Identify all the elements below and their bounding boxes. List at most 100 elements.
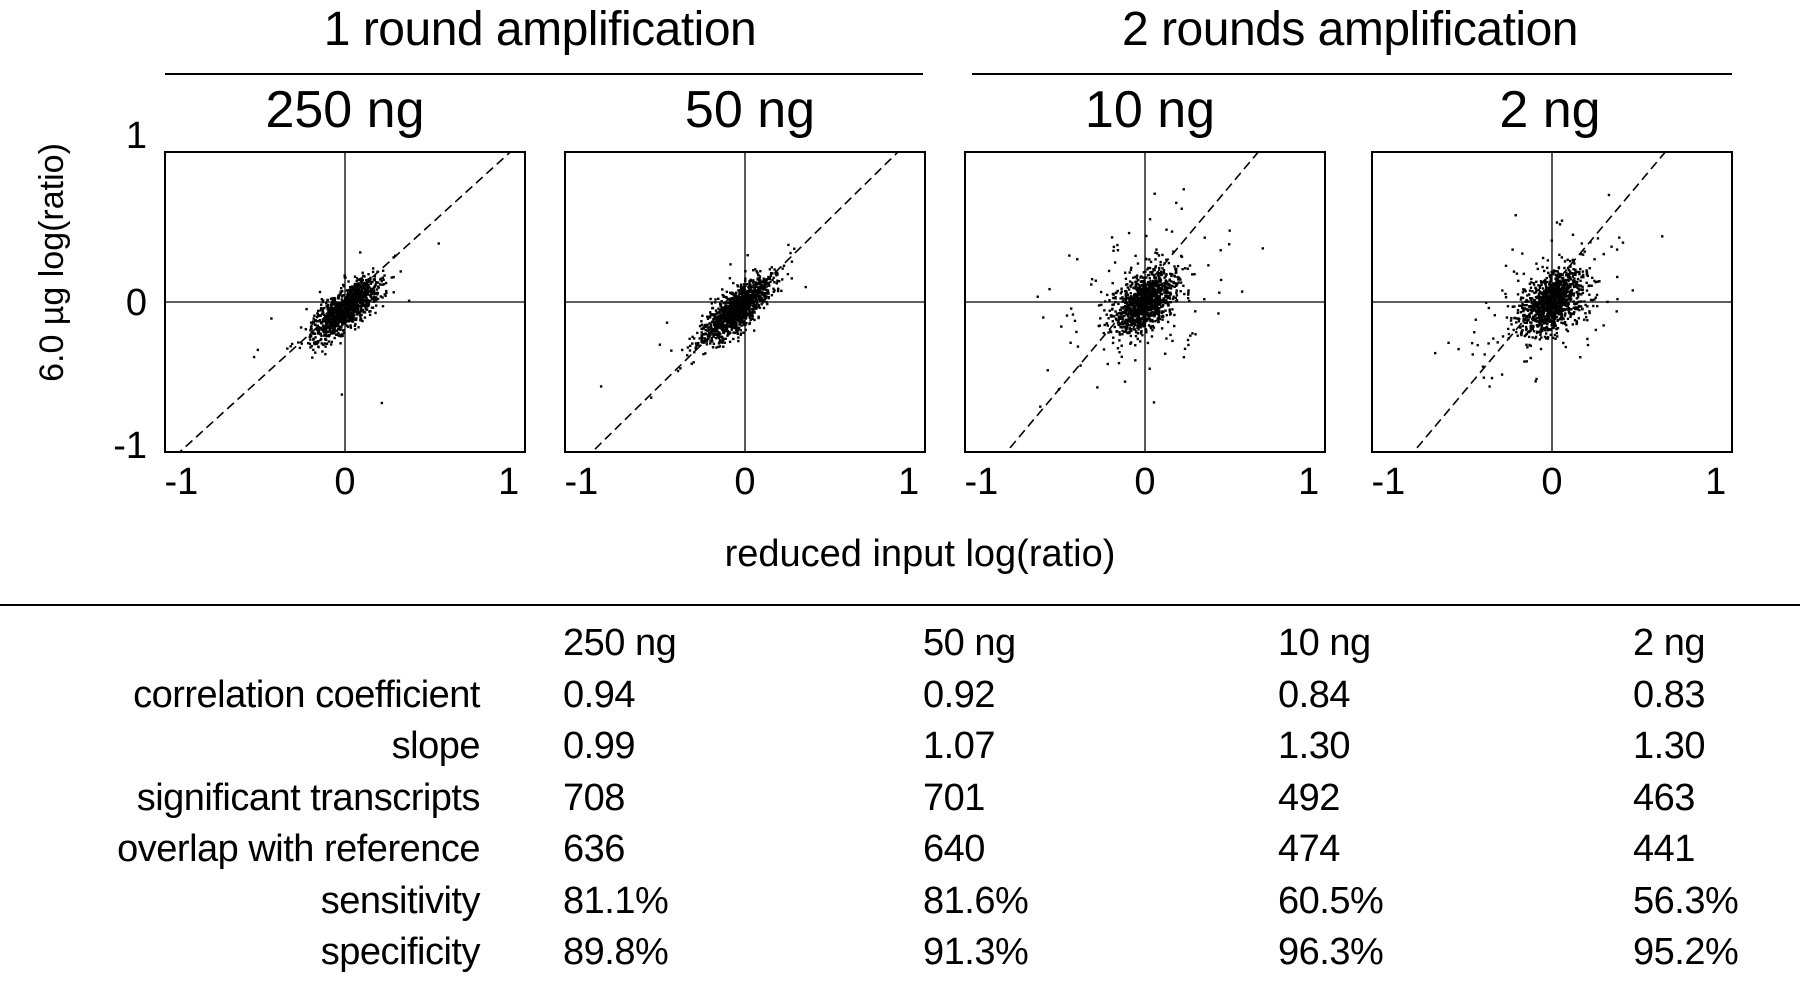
data-point	[710, 328, 713, 331]
data-point	[722, 301, 725, 305]
table-cell: 492	[1278, 776, 1340, 819]
data-point	[1585, 289, 1589, 292]
data-point	[1169, 300, 1173, 304]
data-point	[347, 280, 350, 283]
data-point	[733, 296, 736, 300]
data-point	[1144, 302, 1148, 305]
data-point	[1522, 309, 1525, 313]
data-point	[334, 306, 338, 309]
data-point	[1163, 300, 1166, 303]
data-point	[1118, 333, 1121, 336]
data-point	[751, 285, 754, 288]
data-point	[1562, 281, 1566, 285]
data-point	[1516, 334, 1519, 337]
data-point	[738, 293, 741, 296]
data-point	[717, 297, 720, 300]
data-point	[359, 316, 362, 319]
data-point	[1541, 265, 1544, 269]
data-point	[351, 312, 355, 315]
data-point	[1517, 320, 1521, 323]
data-point	[1156, 300, 1160, 304]
data-point	[1538, 306, 1542, 309]
data-point	[322, 343, 325, 346]
table-cell: 89.8%	[563, 931, 669, 974]
data-point	[1661, 235, 1664, 238]
data-point	[335, 329, 338, 332]
data-point	[1513, 305, 1516, 308]
data-point	[1522, 318, 1526, 321]
data-point	[1586, 343, 1590, 347]
data-point	[1523, 315, 1526, 318]
table-header-cell: 250 ng	[563, 622, 677, 665]
data-point	[338, 325, 341, 328]
data-point	[1182, 284, 1185, 288]
data-point	[320, 312, 324, 315]
data-point	[1523, 304, 1526, 307]
fit-line	[1412, 152, 1667, 452]
data-point	[740, 290, 744, 293]
data-point	[306, 341, 310, 345]
data-point	[1551, 311, 1554, 315]
data-point	[1129, 300, 1132, 303]
data-point	[1162, 310, 1165, 314]
data-point	[1543, 329, 1547, 332]
data-point	[1183, 292, 1186, 296]
data-point	[1568, 276, 1572, 279]
table-cell: 81.1%	[563, 879, 669, 922]
data-point	[316, 313, 320, 316]
data-point	[334, 317, 337, 321]
data-point	[352, 294, 356, 298]
data-point	[390, 276, 393, 279]
data-point	[1156, 311, 1159, 314]
data-point	[1585, 281, 1588, 284]
data-point	[1142, 271, 1146, 274]
data-point	[1544, 284, 1548, 287]
data-point	[1531, 315, 1535, 318]
x-tick-label: 0	[734, 461, 755, 503]
x-tick-label: -1	[1371, 461, 1405, 503]
data-point	[729, 331, 732, 334]
data-point	[702, 339, 705, 343]
data-point	[735, 300, 739, 304]
data-point	[743, 303, 746, 306]
data-point	[1171, 308, 1174, 311]
data-point	[1161, 267, 1164, 270]
data-point	[1470, 341, 1474, 345]
data-point	[1154, 283, 1158, 286]
data-point	[324, 330, 327, 333]
data-point	[330, 317, 333, 320]
data-point	[1539, 331, 1542, 334]
data-point	[1576, 295, 1580, 299]
data-point	[1561, 284, 1565, 287]
data-point	[315, 315, 319, 319]
data-point	[407, 299, 411, 303]
data-point	[700, 327, 703, 331]
data-point	[1149, 319, 1152, 323]
data-point	[1126, 293, 1130, 297]
data-point	[740, 292, 744, 295]
data-point	[707, 337, 710, 341]
data-point	[1130, 266, 1133, 269]
data-point	[1145, 293, 1148, 296]
data-point	[315, 342, 319, 346]
data-point	[732, 292, 735, 295]
data-point	[1530, 305, 1534, 309]
data-point	[1542, 308, 1545, 311]
data-point	[332, 306, 335, 310]
data-point	[1111, 303, 1114, 307]
data-point	[1116, 312, 1119, 315]
data-point	[1529, 286, 1533, 289]
data-point	[1073, 319, 1077, 323]
data-point	[1157, 295, 1161, 298]
data-point	[1483, 353, 1486, 356]
data-point	[599, 385, 603, 388]
data-point	[326, 306, 329, 309]
data-point	[312, 337, 315, 340]
data-point	[1094, 279, 1097, 282]
data-point	[1108, 299, 1111, 302]
data-point	[1164, 352, 1167, 355]
data-point	[376, 285, 380, 288]
data-point	[1158, 277, 1162, 280]
data-point	[1539, 280, 1543, 283]
data-point	[709, 323, 712, 327]
